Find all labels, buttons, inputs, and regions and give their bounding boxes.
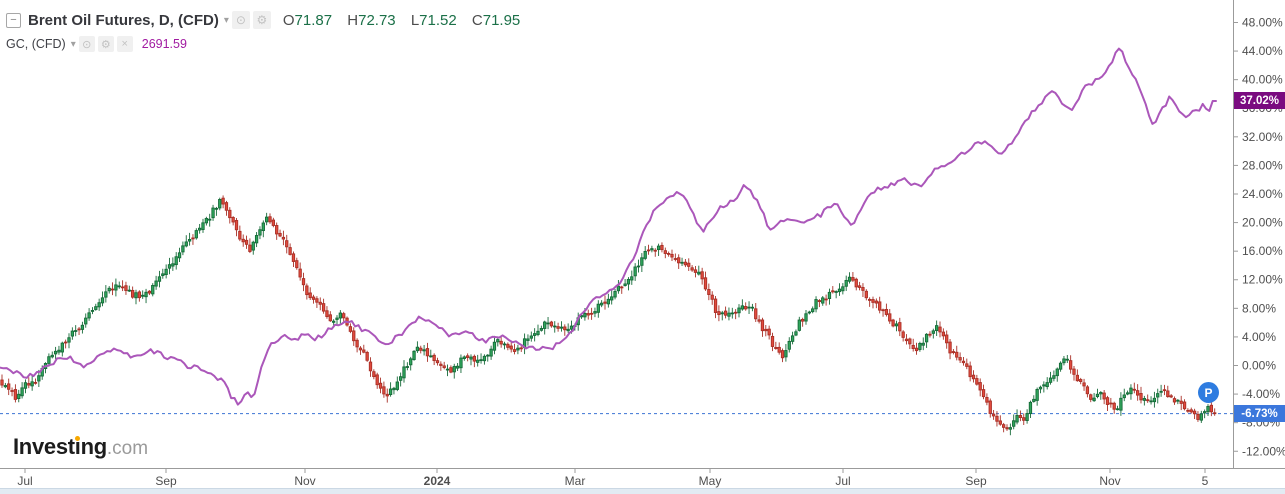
time-tick-label: Sep xyxy=(965,474,987,488)
logo-stem: ng xyxy=(80,434,108,459)
price-tick-label: 48.00% xyxy=(1242,15,1283,29)
compare-symbol-title[interactable]: GC, (CFD) xyxy=(6,37,66,51)
time-tick-label: Jul xyxy=(17,474,32,488)
time-axis[interactable]: Jul Sep Nov 2024 Mar May Jul Sep Nov 5 xyxy=(17,469,1209,488)
price-tick-label: -12.00% xyxy=(1242,444,1285,458)
low-value: 71.52 xyxy=(419,11,457,29)
gear-icon[interactable]: ⚙ xyxy=(97,36,114,52)
time-tick-label: 5 xyxy=(1202,474,1209,488)
price-tick-label: 24.00% xyxy=(1242,187,1283,201)
close-value: 71.95 xyxy=(482,11,521,29)
time-tick-label: Sep xyxy=(155,474,177,488)
chart-legend: − Brent Oil Futures, D, (CFD) ▾ ⊙ ⚙ O71.… xyxy=(6,8,531,54)
gold-compare-line xyxy=(0,47,1217,406)
high-label: H xyxy=(347,11,359,29)
time-tick-label: May xyxy=(699,474,722,488)
compare-symbol-value: 2691.59 xyxy=(141,37,187,51)
price-tick-label: 28.00% xyxy=(1242,158,1283,172)
time-tick-label: Mar xyxy=(565,474,586,488)
price-tick-label: 12.00% xyxy=(1242,273,1283,287)
chevron-down-icon[interactable]: ▾ xyxy=(70,38,76,50)
main-symbol-row: − Brent Oil Futures, D, (CFD) ▾ ⊙ ⚙ O71.… xyxy=(6,8,531,32)
time-tick-label: 2024 xyxy=(424,474,451,488)
price-tick-label: -4.00% xyxy=(1242,387,1280,401)
chevron-down-icon[interactable]: ▾ xyxy=(223,14,229,26)
compare-symbol-row: GC, (CFD) ▾ ⊙ ⚙ × 2691.59 xyxy=(6,34,531,54)
p-event-marker[interactable]: P xyxy=(1198,382,1219,403)
close-icon[interactable]: × xyxy=(116,36,133,52)
investing-logo[interactable]: Investing.com xyxy=(13,434,148,460)
price-axis[interactable]: 48.00%44.00%40.00%36.00%32.00%28.00%24.0… xyxy=(1234,15,1285,458)
brent-candlestick-series xyxy=(0,195,1217,436)
ohlc-values: O71.87 H72.73 L71.52 C71.95 xyxy=(283,12,531,29)
price-tick-label: 0.00% xyxy=(1242,359,1276,373)
time-tick-label: Nov xyxy=(1099,474,1120,488)
price-tick-label: 8.00% xyxy=(1242,301,1276,315)
open-value: 71.87 xyxy=(294,11,333,29)
time-tick-label: Nov xyxy=(294,474,315,488)
symbol-title[interactable]: Brent Oil Futures, D, (CFD) xyxy=(28,11,219,29)
logo-prefix: Invest xyxy=(13,434,75,459)
gold-price-label: 37.02% xyxy=(1234,92,1285,109)
brent-price-label: -6.73% xyxy=(1234,405,1285,422)
eye-icon[interactable]: ⊙ xyxy=(231,11,250,29)
low-label: L xyxy=(410,11,420,29)
eye-icon[interactable]: ⊙ xyxy=(78,36,95,52)
high-value: 72.73 xyxy=(358,11,396,29)
logo-suffix: .com xyxy=(106,438,149,459)
gear-icon[interactable]: ⚙ xyxy=(252,11,271,29)
price-tick-label: 20.00% xyxy=(1242,216,1283,230)
price-tick-label: 16.00% xyxy=(1242,244,1283,258)
price-tick-label: 40.00% xyxy=(1242,73,1283,87)
bottom-scrollbar-strip[interactable] xyxy=(0,488,1285,494)
price-tick-label: 4.00% xyxy=(1242,330,1276,344)
logo-i-orange-dot: i xyxy=(74,434,81,459)
close-label: C xyxy=(471,11,483,29)
price-tick-label: 32.00% xyxy=(1242,130,1283,144)
price-tick-label: 44.00% xyxy=(1242,44,1283,58)
open-label: O xyxy=(282,11,295,29)
collapse-legend-icon[interactable]: − xyxy=(6,12,21,28)
time-tick-label: Jul xyxy=(835,474,850,488)
